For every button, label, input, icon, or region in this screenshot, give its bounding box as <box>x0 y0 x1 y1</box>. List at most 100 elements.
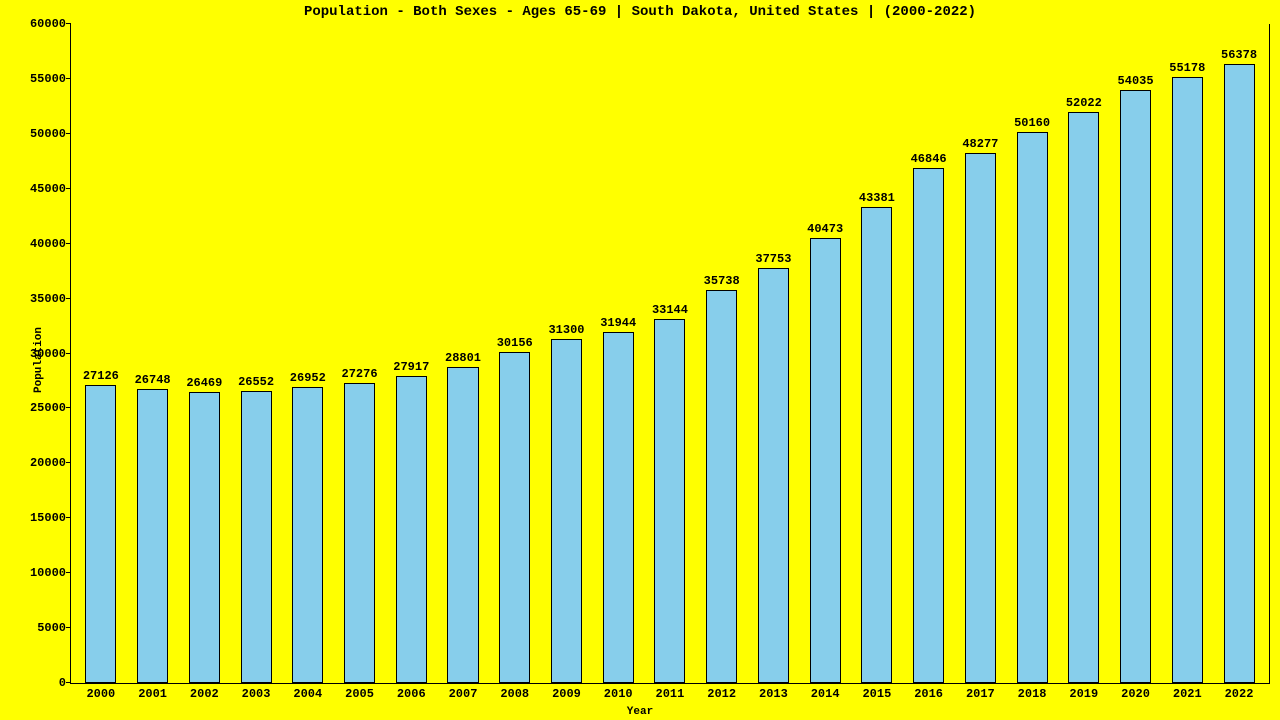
bar-slot: 551782021 <box>1161 24 1213 683</box>
bar <box>241 391 272 683</box>
bar-value-label: 27276 <box>342 367 378 381</box>
x-tick-label: 2022 <box>1225 687 1254 701</box>
bar <box>137 389 168 683</box>
x-tick-label: 2000 <box>86 687 115 701</box>
bar-slot: 357382012 <box>696 24 748 683</box>
bar-slot: 319442010 <box>592 24 644 683</box>
y-tick-label: 25000 <box>11 401 66 415</box>
population-bar-chart: Population - Both Sexes - Ages 65-69 | S… <box>0 0 1280 720</box>
bar-value-label: 37753 <box>755 252 791 266</box>
y-tick-label: 5000 <box>11 621 66 635</box>
bar-slot: 433812015 <box>851 24 903 683</box>
y-tick-label: 0 <box>11 676 66 690</box>
y-tick-mark <box>66 133 71 134</box>
x-tick-label: 2012 <box>707 687 736 701</box>
bar-slot: 279172006 <box>385 24 437 683</box>
x-tick-label: 2020 <box>1121 687 1150 701</box>
bar-slot: 271262000 <box>75 24 127 683</box>
bar <box>758 268 789 683</box>
y-tick-mark <box>66 298 71 299</box>
bar <box>1017 132 1048 683</box>
y-tick-label: 60000 <box>11 17 66 31</box>
bar-value-label: 27917 <box>393 360 429 374</box>
bar-value-label: 35738 <box>704 274 740 288</box>
x-tick-label: 2009 <box>552 687 581 701</box>
bar <box>1172 77 1203 683</box>
bar-value-label: 55178 <box>1169 61 1205 75</box>
x-axis-label: Year <box>0 706 1280 718</box>
bar <box>499 352 530 683</box>
bar-value-label: 28801 <box>445 351 481 365</box>
x-tick-label: 2002 <box>190 687 219 701</box>
x-tick-label: 2019 <box>1069 687 1098 701</box>
bar-slot: 272762005 <box>334 24 386 683</box>
y-tick-mark <box>66 682 71 683</box>
y-tick-mark <box>66 78 71 79</box>
bar-slot: 540352020 <box>1110 24 1162 683</box>
x-tick-label: 2008 <box>500 687 529 701</box>
y-tick-mark <box>66 627 71 628</box>
bar-value-label: 50160 <box>1014 116 1050 130</box>
bar-value-label: 33144 <box>652 303 688 317</box>
y-tick-mark <box>66 407 71 408</box>
bar-slot: 520222019 <box>1058 24 1110 683</box>
y-tick-label: 50000 <box>11 127 66 141</box>
x-tick-label: 2006 <box>397 687 426 701</box>
bar <box>706 290 737 683</box>
bar-slot: 264692002 <box>178 24 230 683</box>
bar <box>810 238 841 683</box>
bar-value-label: 31300 <box>548 323 584 337</box>
bar-value-label: 26552 <box>238 375 274 389</box>
bar <box>861 207 892 683</box>
y-tick-mark <box>66 188 71 189</box>
bar-value-label: 52022 <box>1066 96 1102 110</box>
bar-value-label: 26952 <box>290 371 326 385</box>
x-tick-label: 2015 <box>862 687 891 701</box>
bar-value-label: 56378 <box>1221 48 1257 62</box>
y-tick-label: 45000 <box>11 182 66 196</box>
x-tick-label: 2016 <box>914 687 943 701</box>
bar-slot: 377532013 <box>748 24 800 683</box>
bar-slot: 331442011 <box>644 24 696 683</box>
bar <box>85 385 116 683</box>
bar <box>189 392 220 683</box>
y-tick-mark <box>66 243 71 244</box>
x-tick-label: 2021 <box>1173 687 1202 701</box>
plot-area: 2712620002674820012646920022655220032695… <box>70 24 1270 684</box>
bar <box>551 339 582 683</box>
bar-slot: 269522004 <box>282 24 334 683</box>
bar-value-label: 26748 <box>135 373 171 387</box>
bar <box>1120 90 1151 683</box>
bar <box>447 367 478 683</box>
x-tick-label: 2003 <box>242 687 271 701</box>
bar <box>965 153 996 683</box>
bar-value-label: 26469 <box>186 376 222 390</box>
bar-slot: 563782022 <box>1213 24 1265 683</box>
bar-value-label: 54035 <box>1118 74 1154 88</box>
y-tick-label: 30000 <box>11 347 66 361</box>
bar-slot: 482772017 <box>954 24 1006 683</box>
bar-slot: 404732014 <box>799 24 851 683</box>
bar-value-label: 43381 <box>859 191 895 205</box>
bar <box>396 376 427 683</box>
bar-value-label: 40473 <box>807 222 843 236</box>
x-tick-label: 2017 <box>966 687 995 701</box>
bar-slot: 265522003 <box>230 24 282 683</box>
y-tick-label: 10000 <box>11 566 66 580</box>
y-tick-label: 35000 <box>11 292 66 306</box>
bar-value-label: 46846 <box>911 152 947 166</box>
bar <box>1068 112 1099 683</box>
y-tick-mark <box>66 572 71 573</box>
y-tick-label: 20000 <box>11 456 66 470</box>
x-tick-label: 2005 <box>345 687 374 701</box>
bar <box>1224 64 1255 683</box>
bar <box>654 319 685 683</box>
bar-value-label: 27126 <box>83 369 119 383</box>
bar-slot: 501602018 <box>1006 24 1058 683</box>
bar-value-label: 48277 <box>962 137 998 151</box>
x-tick-label: 2018 <box>1018 687 1047 701</box>
bar <box>292 387 323 683</box>
x-tick-label: 2004 <box>293 687 322 701</box>
bar <box>913 168 944 683</box>
bar-value-label: 31944 <box>600 316 636 330</box>
